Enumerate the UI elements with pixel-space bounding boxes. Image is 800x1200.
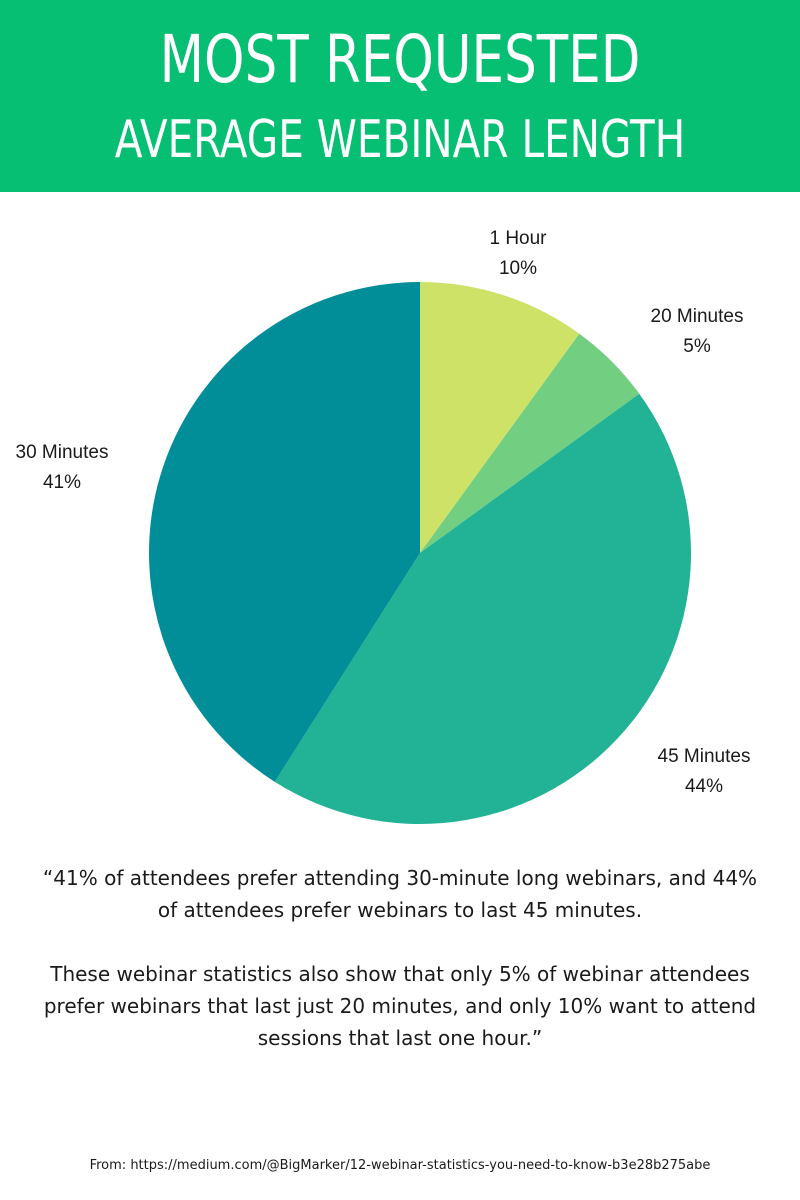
pie-slice-1-hour <box>420 282 580 553</box>
quote-block: “41% of attendees prefer attending 30-mi… <box>40 862 760 1054</box>
slice-label-value: 44% <box>685 776 723 797</box>
quote-paragraph-2: These webinar statistics also show that … <box>43 962 757 1050</box>
pie-slice-45-minutes <box>274 393 691 824</box>
pie-slice-20-minutes <box>420 333 640 553</box>
source-link[interactable]: From: https://medium.com/@BigMarker/12-w… <box>89 1158 711 1173</box>
slice-label-name: 20 Minutes <box>651 306 744 327</box>
title-line-2: AVERAGE WEBINAR LENGTH <box>114 110 686 170</box>
slice-label-value: 5% <box>683 336 711 357</box>
slice-label-name: 30 Minutes <box>16 442 109 463</box>
slice-label-value: 41% <box>43 472 81 493</box>
slice-label-name: 1 Hour <box>489 228 547 249</box>
pie-chart: 1 Hour 10% 20 Minutes 5% 45 Minutes 44% 30 Min… <box>16 228 751 824</box>
slice-label-name: 45 Minutes <box>658 746 751 767</box>
slice-label-value: 10% <box>499 258 537 279</box>
header-banner: MOST REQUESTED AVERAGE WEBINAR LENGTH <box>0 0 800 192</box>
quote-paragraph-1: “41% of attendees prefer attending 30-mi… <box>42 866 758 922</box>
title-line-1: MOST REQUESTED <box>159 21 641 98</box>
pie-slice-30-minutes <box>148 282 421 782</box>
